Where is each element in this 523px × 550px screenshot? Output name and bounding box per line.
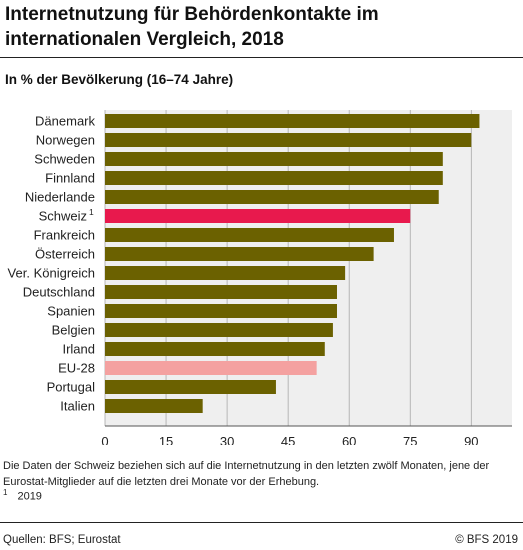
x-tick-label: 90: [464, 434, 478, 445]
bar-frankreich: [105, 228, 394, 242]
x-tick-label: 0: [101, 434, 108, 445]
bar-spanien: [105, 304, 337, 318]
bar-portugal: [105, 380, 276, 394]
bar-chart: 0 15 30 45 60 75 90 Dänemark Norwegen Schweden Fin…: [8, 110, 512, 445]
bar-ver-königreich: [105, 266, 346, 280]
x-tick-label: 30: [220, 434, 234, 445]
bar-dänemark: [105, 114, 480, 128]
bar-irland: [105, 342, 325, 356]
footnote-text: 2019: [17, 490, 42, 503]
bar-eu-28: [105, 361, 317, 375]
y-category-label: Italien: [60, 399, 95, 414]
y-category-label: Frankreich: [34, 228, 95, 243]
y-category-label: Ver. Königreich: [8, 266, 95, 281]
source-text: Quellen: BFS; Eurostat: [3, 534, 121, 546]
category-footnote-marker: 1: [89, 207, 94, 217]
y-category-label: Dänemark: [35, 114, 95, 129]
x-tick-label: 60: [342, 434, 356, 445]
y-category-label: EU-28: [58, 361, 95, 376]
footnote-marker: 1: [3, 488, 8, 497]
y-category-label: Belgien: [52, 323, 95, 338]
y-category-label: Portugal: [47, 380, 96, 395]
y-category-label: Spanien: [47, 304, 95, 319]
y-category-label: Norwegen: [36, 133, 95, 148]
title-divider: [0, 57, 523, 58]
copyright-text: © BFS 2019: [455, 534, 518, 546]
bar-schweiz: [105, 209, 411, 223]
bar-belgien: [105, 323, 333, 337]
y-category-label: Schweden: [34, 152, 95, 167]
bar-niederlande: [105, 190, 439, 204]
x-tick-label: 15: [159, 434, 173, 445]
bar-schweden: [105, 152, 443, 166]
y-category-label: Deutschland: [23, 285, 95, 300]
footer-divider: [0, 522, 523, 523]
chart-title: Internetnutzung für Behördenkontakte im …: [5, 4, 379, 50]
y-category-label: Irland: [62, 342, 95, 357]
y-category-label: Schweiz: [39, 209, 87, 224]
y-category-label: Finnland: [45, 171, 95, 186]
footnote: 1 2019: [3, 488, 42, 503]
bar-norwegen: [105, 133, 472, 147]
y-category-label: Niederlande: [25, 190, 95, 205]
x-tick-label: 75: [403, 434, 417, 445]
x-tick-label: 45: [281, 434, 295, 445]
bar-österreich: [105, 247, 374, 261]
bar-finnland: [105, 171, 443, 185]
bar-deutschland: [105, 285, 337, 299]
chart-note: Die Daten der Schweiz beziehen sich auf …: [3, 460, 490, 488]
chart-subtitle: In % der Bevölkerung (16–74 Jahre): [5, 72, 234, 87]
y-category-label: Österreich: [35, 247, 95, 262]
bar-italien: [105, 399, 203, 413]
